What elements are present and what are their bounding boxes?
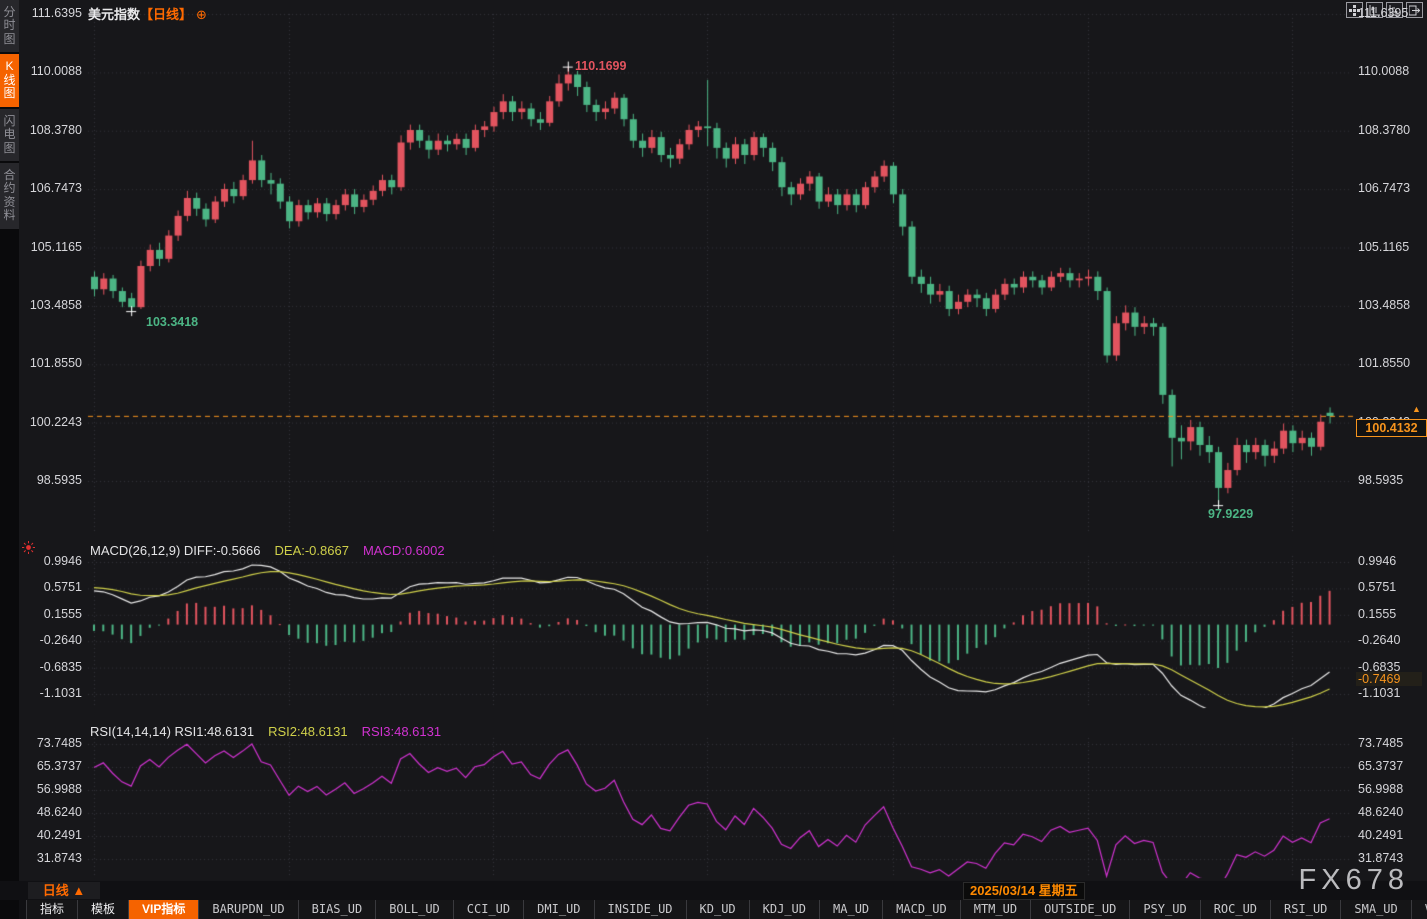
indicator-button[interactable]: DMI_UD — [524, 900, 595, 919]
indicator-settings-icon[interactable] — [22, 541, 35, 559]
indicator-button[interactable]: SMA_UD — [1341, 900, 1412, 919]
indicator-button[interactable]: BARUPDN_UD — [199, 900, 299, 919]
pan-icon[interactable] — [1346, 2, 1363, 18]
indicator-button[interactable]: ROC_UD — [1200, 900, 1272, 919]
crosshair-date-label: 2025/03/14 星期五 — [963, 882, 1085, 900]
indicator-button[interactable]: INSIDE_UD — [594, 900, 687, 919]
indicator-button[interactable]: KDJ_UD — [749, 900, 821, 919]
go-to-latest-icon[interactable] — [1406, 2, 1423, 18]
indicators-menu-button[interactable]: 指标 — [26, 900, 79, 919]
fit-x-axis-icon[interactable] — [1386, 2, 1403, 18]
price-up-arrow-icon: ▲ — [1412, 404, 1421, 414]
macd-header: MACD(26,12,9) DIFF:-0.5666 DEA:-0.8667 MAC… — [90, 543, 445, 558]
expand-icon[interactable]: ⊕ — [196, 7, 207, 22]
sidebar-tab[interactable]: 闪电图 — [0, 108, 19, 161]
templates-menu-button[interactable]: 模板 — [78, 900, 130, 919]
sidebar-tab[interactable]: 分时图 — [0, 0, 19, 53]
nov-low-annotation: 103.3418 — [146, 315, 199, 329]
indicator-button[interactable]: MA_UD — [820, 900, 884, 919]
period-selector[interactable]: 日线 ▲ — [28, 882, 100, 899]
watermark: FX678 — [1298, 864, 1409, 896]
macd-dea-value: DEA:-0.8667 — [274, 543, 349, 558]
macd-diff-value: MACD(26,12,9) DIFF:-0.5666 — [90, 543, 261, 558]
x-axis-row — [0, 881, 1427, 900]
rsi2-value: RSI2:48.6131 — [268, 724, 348, 739]
chart-title-row: 美元指数【日线】 ⊕ — [88, 4, 207, 23]
period-tag: 【日线】 — [140, 7, 193, 22]
indicator-button[interactable]: VR_UD — [1411, 900, 1427, 919]
high-price-annotation: 110.1699 — [575, 59, 627, 73]
rsi-header: RSI(14,14,14) RSI1:48.6131 RSI2:48.6131 RS… — [90, 724, 441, 739]
sidebar-tab[interactable]: 合约资料 — [0, 162, 19, 229]
apr-low-annotation: 97.9229 — [1208, 507, 1254, 521]
current-price-label: 100.4132 — [1356, 419, 1427, 437]
chart-control-icons — [1346, 2, 1423, 18]
fit-y-axis-icon[interactable] — [1366, 2, 1383, 18]
indicator-button[interactable]: KD_UD — [686, 900, 750, 919]
symbol-title: 美元指数 — [88, 7, 141, 22]
macd-current-value-label: -0.7469 — [1356, 672, 1422, 686]
indicator-button[interactable]: BOLL_UD — [376, 900, 454, 919]
rsi1-value: RSI(14,14,14) RSI1:48.6131 — [90, 724, 255, 739]
indicator-button[interactable]: MACD_UD — [883, 900, 961, 919]
left-sidebar: 分时图 K线图 闪电图 合约资料 — [0, 0, 19, 919]
indicator-button[interactable]: BIAS_UD — [298, 900, 377, 919]
rsi3-value: RSI3:48.6131 — [361, 724, 442, 739]
indicator-toolbar: 指标 模板 VIP指标 BARUPDN_UD BIAS_UD BOLL_UD CCI_UD D… — [26, 900, 1427, 919]
vip-indicators-button[interactable]: VIP指标 — [129, 900, 200, 919]
indicator-button[interactable]: CCI_UD — [453, 900, 525, 919]
sidebar-tab[interactable]: K线图 — [0, 54, 19, 107]
indicator-button[interactable]: PSY_UD — [1130, 900, 1201, 919]
indicator-button[interactable]: OUTSIDE_UD — [1031, 900, 1131, 919]
indicator-button[interactable]: RSI_UD — [1271, 900, 1342, 919]
indicator-button[interactable]: MTM_UD — [960, 900, 1032, 919]
macd-hist-value: MACD:0.6002 — [362, 543, 445, 558]
